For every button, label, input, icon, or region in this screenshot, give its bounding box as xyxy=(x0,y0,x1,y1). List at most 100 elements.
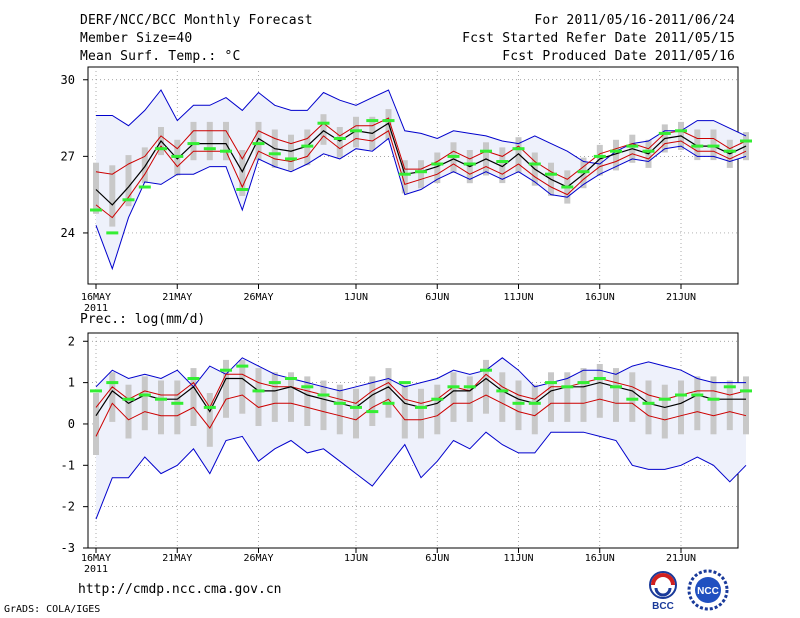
spread-bar xyxy=(141,147,148,184)
start-date: Fcst Started Refer Date 2011/05/15 xyxy=(462,31,735,46)
series-max-line xyxy=(95,357,746,392)
series-lower-quartile-line xyxy=(95,394,747,437)
plot-frame xyxy=(87,66,739,285)
x-tick-label: 26MAY xyxy=(243,292,273,303)
x-year-label: 2011 xyxy=(84,303,108,314)
y-tick-label: 30 xyxy=(61,73,75,87)
spread-bar xyxy=(336,384,343,435)
forecast-period: For 2011/05/16-2011/06/24 xyxy=(534,13,735,28)
spread-bar xyxy=(109,372,116,422)
spread-bar xyxy=(288,372,294,422)
spread-bar xyxy=(434,384,441,435)
panel-title: Prec.: log(mm/d) xyxy=(80,312,205,327)
spread-bar xyxy=(678,380,684,435)
x-tick-label: 11JUN xyxy=(503,292,533,303)
y-tick-label: 2 xyxy=(68,334,75,348)
x-tick-label: 21MAY xyxy=(162,553,192,564)
spread-bar xyxy=(418,388,424,439)
spread-bar xyxy=(271,372,278,422)
spread-bar xyxy=(434,152,441,184)
spread-bar xyxy=(304,376,311,426)
bcc-logo: BCC xyxy=(649,571,677,612)
spread-bar xyxy=(239,150,246,196)
member-size: Member Size=40 xyxy=(80,31,193,46)
x-tick-label: 11JUN xyxy=(503,553,533,564)
y-tick-label: 24 xyxy=(61,226,75,240)
spread-bar xyxy=(336,127,343,158)
spread-bar xyxy=(710,376,717,435)
spread-bar xyxy=(288,134,294,171)
x-tick-label: 21JUN xyxy=(666,292,696,303)
chart-title: DERF/NCC/BCC Monthly Forecast xyxy=(80,13,313,28)
spread-bar xyxy=(320,380,327,431)
spread-bar xyxy=(743,376,749,435)
source-url[interactable]: http://cmdp.ncc.cma.gov.cn xyxy=(78,582,282,597)
x-tick-label: 26MAY xyxy=(243,553,273,564)
spread-bar xyxy=(320,114,327,145)
series-lower-quartile-line xyxy=(95,130,747,219)
variable-label: Mean Surf. Temp.: °C xyxy=(80,49,241,64)
y-tick-label: 27 xyxy=(61,149,75,163)
series-max-line xyxy=(96,89,747,165)
spread-bar xyxy=(596,144,603,176)
y-tick-label: 0 xyxy=(68,417,75,431)
spread-bar xyxy=(548,372,554,422)
spread-bar xyxy=(596,364,603,418)
panel-1: 24 27 30 16MAY 21MAY 26MAY 1JUN 6JUN 11JUN 16JUN 2… xyxy=(61,66,752,314)
spread-bar xyxy=(466,376,473,422)
x-tick-label: 16JUN xyxy=(585,292,615,303)
x-tick-label: 21JUN xyxy=(666,553,696,564)
spread-bar xyxy=(629,372,636,422)
spread-bar xyxy=(125,155,132,207)
x-tick-label: 1JUN xyxy=(344,553,368,564)
spread-bar xyxy=(109,165,116,227)
spread-bar xyxy=(499,147,506,184)
y-tick-label: 1 xyxy=(68,376,75,390)
spread-bar xyxy=(661,384,668,439)
spread-bar xyxy=(93,393,99,455)
x-tick-label: 16MAY xyxy=(81,553,111,564)
series-min-line xyxy=(95,431,747,520)
spread-bar xyxy=(580,368,587,422)
spread-bar xyxy=(206,393,213,447)
x-tick-label: 16JUN xyxy=(585,553,615,564)
panel-2: Prec.: log(mm/d) -3 -2 -1 0 1 2 16MAY 21MAY 26MAY… xyxy=(61,312,752,575)
x-tick-label: 6JUN xyxy=(425,292,449,303)
spread-bar xyxy=(353,388,359,439)
spread-bar xyxy=(726,380,733,431)
produced-date: Fcst Produced Date 2011/05/16 xyxy=(502,49,735,64)
series-upper-quartile-line xyxy=(95,373,747,409)
spread-bar xyxy=(255,368,262,426)
x-tick-label: 16MAY xyxy=(81,292,111,303)
spread-bar xyxy=(223,121,229,161)
x-tick-label: 6JUN xyxy=(425,553,449,564)
spread-bar xyxy=(141,376,148,431)
spread-bar xyxy=(499,372,506,422)
spread-bar xyxy=(450,372,457,422)
spread-bar xyxy=(564,372,571,422)
spread-bar xyxy=(483,359,489,414)
spread-bar xyxy=(401,160,408,194)
x-tick-label: 21MAY xyxy=(162,292,192,303)
spread-bar xyxy=(531,384,538,435)
x-tick-label: 1JUN xyxy=(344,292,368,303)
spread-bar xyxy=(613,139,619,171)
x-year-label: 2011 xyxy=(84,564,108,575)
spread-bar xyxy=(223,359,229,418)
spread-bar xyxy=(125,384,132,439)
spread-bar xyxy=(174,380,181,435)
y-tick-label: -2 xyxy=(61,500,75,514)
spread-bar xyxy=(255,121,262,161)
spread-bar xyxy=(418,160,424,189)
spread-bar xyxy=(158,380,164,435)
spread-bar xyxy=(190,121,197,161)
spread-bar xyxy=(239,359,246,414)
spread-bar xyxy=(385,368,392,418)
spread-bar xyxy=(401,384,408,439)
spread-bar xyxy=(206,121,213,161)
y-tick-label: -3 xyxy=(61,541,75,555)
grads-credit: GrADS: COLA/IGES xyxy=(4,604,101,615)
spread-bar xyxy=(369,376,376,426)
spread-bar xyxy=(645,380,652,435)
